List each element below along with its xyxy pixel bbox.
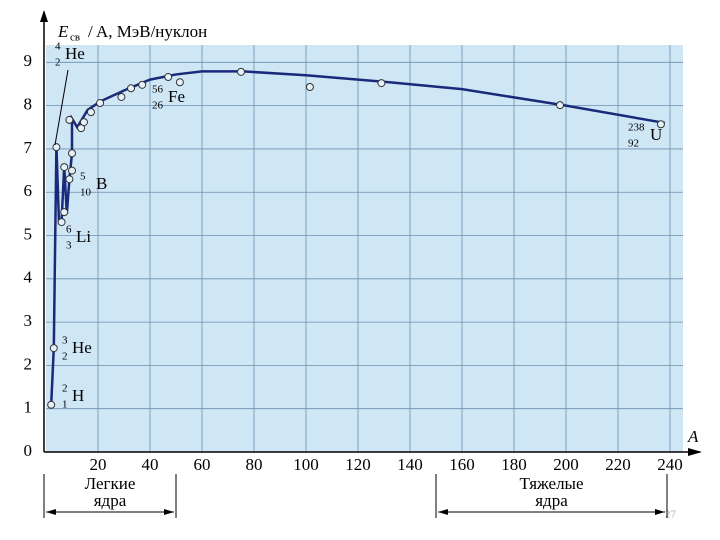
nuclide-symbol: U: [650, 125, 662, 144]
y-tick-label: 2: [24, 354, 33, 373]
data-point: [86, 108, 95, 117]
x-tick-label: 240: [657, 455, 683, 474]
data-point: [60, 208, 69, 217]
x-tick-label: 220: [605, 455, 631, 474]
data-point: [175, 78, 184, 87]
y-tick-label: 9: [24, 51, 33, 70]
data-point: [377, 79, 386, 88]
x-tick-label: 160: [449, 455, 475, 474]
nuclide-z: 1: [62, 399, 68, 411]
group-label: Тяжелые ядра: [519, 474, 583, 510]
nuclide-z: 3: [66, 240, 72, 252]
y-tick-label: 1: [24, 398, 33, 417]
data-point: [60, 163, 69, 172]
x-tick-label: 100: [293, 455, 319, 474]
data-point: [117, 92, 126, 101]
nuclide-mass: 4: [55, 41, 61, 53]
annotation-pointer: [54, 69, 69, 146]
y-tick-label: 5: [24, 224, 33, 243]
plot-background: [46, 45, 683, 452]
nuclide-mass: 6: [66, 224, 72, 236]
nuclide-symbol: He: [65, 44, 85, 63]
data-point: [164, 73, 173, 82]
y-tick-label: 4: [24, 268, 33, 287]
nuclide-z: 2: [55, 57, 61, 69]
nuclide-mass: 56: [152, 84, 164, 96]
data-point: [57, 218, 66, 227]
data-point: [237, 67, 245, 76]
data-point: [65, 175, 74, 184]
x-tick-label: 180: [501, 455, 527, 474]
x-tick-label: 60: [194, 455, 211, 474]
data-point: [65, 115, 74, 124]
y-label-sub: св: [70, 32, 80, 44]
x-tick-label: 40: [142, 455, 159, 474]
y-tick-label: 0: [24, 441, 33, 460]
nuclide-mass: 3: [62, 335, 68, 347]
data-point: [96, 99, 105, 108]
data-point: [49, 344, 58, 353]
nuclide-z: 92: [628, 138, 639, 150]
data-point: [68, 166, 76, 175]
x-tick-label: 80: [246, 455, 263, 474]
nuclide-symbol: H: [72, 386, 84, 405]
x-tick-label: 200: [553, 455, 579, 474]
y-tick-label: 7: [24, 138, 33, 157]
nuclide-mass: 238: [628, 122, 645, 134]
data-point: [138, 80, 147, 89]
y-tick-label: 3: [24, 311, 33, 330]
nuclide-symbol: Li: [76, 227, 91, 246]
nuclide-mass: 5: [80, 171, 86, 183]
x-tick-label: 20: [90, 455, 107, 474]
nuclide-symbol: He: [72, 338, 92, 357]
x-arrow: [688, 448, 702, 456]
data-point: [47, 400, 56, 409]
nuclide-z: 2: [62, 351, 68, 363]
y-label-rest: / A, МэВ/нуклон: [88, 22, 207, 41]
nuclide-symbol: B: [96, 174, 107, 193]
x-label: A: [687, 427, 699, 446]
y-tick-label: 8: [24, 95, 33, 114]
data-point: [305, 82, 314, 91]
y-arrow: [40, 10, 48, 22]
y-label-symbol: E: [57, 22, 69, 41]
data-point: [68, 149, 76, 158]
group-label: Легкие ядра: [85, 474, 136, 510]
data-point: [79, 118, 88, 127]
x-tick-label: 120: [345, 455, 371, 474]
data-point: [127, 84, 136, 93]
nuclide-z: 26: [152, 100, 164, 112]
x-tick-label: 140: [397, 455, 423, 474]
nuclide-symbol: Fe: [168, 87, 185, 106]
data-point: [556, 101, 565, 110]
nuclide-z: 10: [80, 187, 92, 199]
data-point: [656, 120, 665, 129]
page-number: 27: [665, 509, 677, 521]
y-tick-label: 6: [24, 181, 33, 200]
nuclide-mass: 2: [62, 383, 68, 395]
data-point: [52, 143, 61, 152]
